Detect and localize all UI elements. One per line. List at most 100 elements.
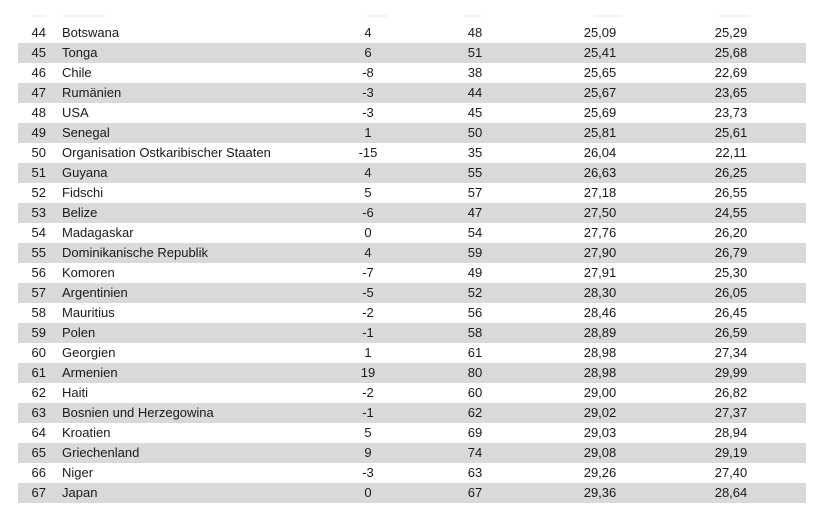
change-cell: -6 [330, 203, 406, 223]
change-cell: -7 [362, 265, 374, 280]
country-cell: Belize [54, 203, 330, 223]
col4-cell: 63 [467, 465, 483, 480]
col4-cell: 74 [406, 443, 544, 463]
col6-cell: 23,65 [656, 83, 806, 103]
col6-cell: 22,69 [714, 65, 748, 80]
col4-cell: 69 [467, 425, 483, 440]
col5-cell: 27,90 [544, 243, 656, 263]
change-cell: 5 [364, 425, 372, 440]
col5-cell: 29,02 [544, 403, 656, 423]
table-row: 50 Organisation Ostkaribischer Staaten -… [18, 143, 806, 163]
cropped-row-remnant [33, 15, 46, 17]
change-cell: 19 [330, 363, 406, 383]
change-cell: 4 [330, 163, 406, 183]
col5-cell: 29,26 [583, 465, 617, 480]
change-cell: 1 [364, 345, 372, 360]
col4-cell: 48 [467, 25, 483, 40]
col6-cell: 24,55 [656, 203, 806, 223]
rank-cell: 66 [31, 465, 46, 480]
table-row: 66 Niger -3 63 29,26 27,40 [18, 463, 806, 483]
col5-cell: 25,65 [583, 65, 617, 80]
country-cell: Madagaskar [62, 225, 134, 240]
country-cell: Niger [62, 465, 94, 480]
table-row: 57 Argentinien -5 52 28,30 26,05 [18, 283, 806, 303]
col6-cell: 23,73 [714, 105, 748, 120]
table-row: 55 Dominikanische Republik 4 59 27,90 26… [18, 243, 806, 263]
rank-cell: 46 [31, 65, 46, 80]
rank-cell: 48 [31, 105, 46, 120]
change-cell: -2 [362, 385, 374, 400]
table-row: 46 Chile -8 38 25,65 22,69 [18, 63, 806, 83]
col6-cell: 26,20 [714, 225, 748, 240]
rank-cell: 67 [18, 483, 54, 503]
col5-cell: 26,04 [583, 145, 617, 160]
table-row: 54 Madagaskar 0 54 27,76 26,20 [18, 223, 806, 243]
col4-cell: 61 [467, 345, 483, 360]
country-cell: Kroatien [62, 425, 111, 440]
rank-cell: 57 [18, 283, 54, 303]
col6-cell: 26,45 [714, 305, 748, 320]
col6-cell: 28,94 [714, 425, 748, 440]
table-row: 56 Komoren -7 49 27,91 25,30 [18, 263, 806, 283]
change-cell: -5 [330, 283, 406, 303]
col5-cell: 29,08 [544, 443, 656, 463]
change-cell: -3 [362, 465, 374, 480]
change-cell: -1 [330, 323, 406, 343]
table-row: 60 Georgien 1 61 28,98 27,34 [18, 343, 806, 363]
table-row: 44 Botswana 4 48 25,09 25,29 [18, 23, 806, 43]
rank-cell: 54 [31, 225, 46, 240]
col5-cell: 28,30 [544, 283, 656, 303]
rank-cell: 56 [31, 265, 46, 280]
cropped-row-remnant [719, 15, 750, 17]
table-row: 47 Rumänien -3 44 25,67 23,65 [18, 83, 806, 103]
col5-cell: 29,00 [583, 385, 617, 400]
table-row: 63 Bosnien und Herzegowina -1 62 29,02 2… [18, 403, 806, 423]
col6-cell: 26,05 [656, 283, 806, 303]
col4-cell: 59 [406, 243, 544, 263]
col5-cell: 29,03 [583, 425, 617, 440]
col6-cell: 28,64 [656, 483, 806, 503]
country-cell: Rumänien [54, 83, 330, 103]
col5-cell: 27,76 [583, 225, 617, 240]
rank-cell: 52 [31, 185, 46, 200]
col6-cell: 26,25 [656, 163, 806, 183]
change-cell: 4 [330, 243, 406, 263]
change-cell: -3 [330, 83, 406, 103]
table-row: 48 USA -3 45 25,69 23,73 [18, 103, 806, 123]
col6-cell: 25,68 [656, 43, 806, 63]
rank-cell: 44 [31, 25, 46, 40]
col4-cell: 62 [406, 403, 544, 423]
col4-cell: 44 [406, 83, 544, 103]
rank-cell: 50 [31, 145, 46, 160]
rank-cell: 65 [18, 443, 54, 463]
col6-cell: 25,30 [714, 265, 748, 280]
rank-cell: 53 [18, 203, 54, 223]
rank-cell: 62 [31, 385, 46, 400]
country-cell: Dominikanische Republik [54, 243, 330, 263]
col5-cell: 27,91 [583, 265, 617, 280]
col5-cell: 27,18 [583, 185, 617, 200]
table-row: 49 Senegal 1 50 25,81 25,61 [18, 123, 806, 143]
col5-cell: 28,46 [583, 305, 617, 320]
col6-cell: 25,61 [656, 123, 806, 143]
table-row: 67 Japan 0 67 29,36 28,64 [18, 483, 806, 503]
col4-cell: 56 [467, 305, 483, 320]
change-cell: -2 [362, 305, 374, 320]
country-cell: Organisation Ostkaribischer Staaten [62, 145, 271, 160]
col6-cell: 26,82 [714, 385, 748, 400]
table-body: 44 Botswana 4 48 25,09 25,29 45 Tonga 6 … [18, 23, 806, 503]
country-cell: Japan [54, 483, 330, 503]
col6-cell: 26,55 [714, 185, 748, 200]
col6-cell: 22,11 [715, 145, 747, 160]
rank-cell: 58 [31, 305, 46, 320]
rank-cell: 51 [18, 163, 54, 183]
table-row: 53 Belize -6 47 27,50 24,55 [18, 203, 806, 223]
change-cell: 4 [364, 25, 372, 40]
col4-cell: 50 [406, 123, 544, 143]
country-cell: Tonga [54, 43, 330, 63]
rank-cell: 49 [18, 123, 54, 143]
rankings-table: 44 Botswana 4 48 25,09 25,29 45 Tonga 6 … [18, 23, 806, 503]
cropped-row-remnant [464, 15, 482, 17]
col5-cell: 25,09 [583, 25, 617, 40]
